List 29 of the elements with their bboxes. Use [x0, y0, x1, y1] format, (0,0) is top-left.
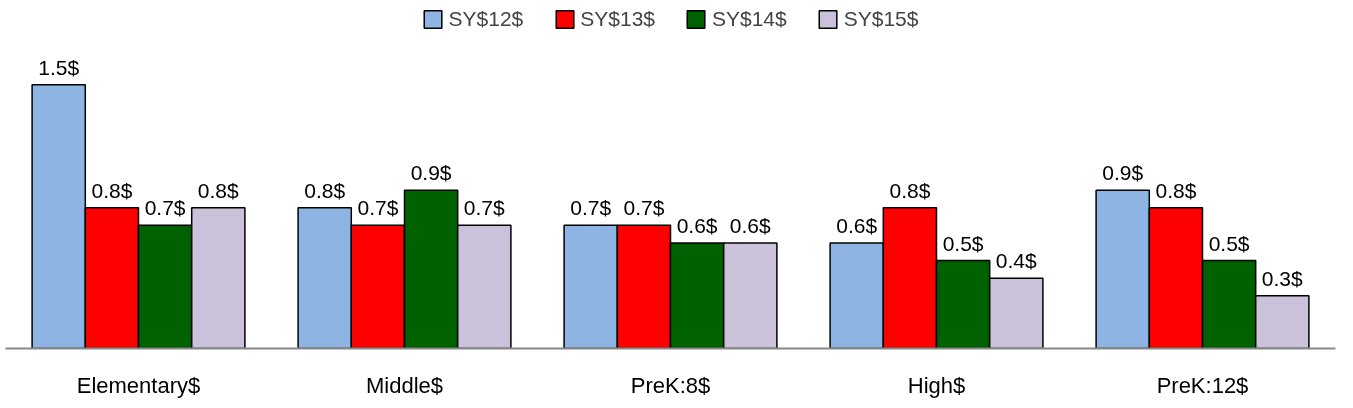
data-label: 0.7$: [463, 196, 506, 220]
legend-label: SY$15$: [843, 7, 919, 31]
legend-label: SY$14$: [712, 7, 787, 31]
data-label: 0.7$: [623, 196, 665, 220]
data-label: 0.8$: [91, 178, 133, 202]
data-label: 0.5$: [1208, 231, 1250, 255]
data-label: 0.9$: [1102, 161, 1144, 185]
x-tick-label: Elementary$: [76, 372, 201, 398]
x-tick-label: High$: [907, 372, 966, 398]
data-label: 0.9$: [410, 161, 452, 185]
x-tick-label: PreK:12$: [1156, 372, 1249, 398]
legend-label: SY$13$: [580, 7, 655, 31]
data-label: 0.8$: [1155, 178, 1197, 202]
data-label: 0.8$: [197, 178, 240, 202]
data-label: 0.7$: [357, 196, 399, 220]
data-label: 0.7$: [570, 196, 612, 220]
data-label: 0.4$: [995, 249, 1038, 273]
x-tick-label: Middle$: [365, 372, 444, 398]
data-label: 0.8$: [889, 178, 931, 202]
data-label: 0.6$: [729, 213, 772, 237]
data-label: 0.5$: [942, 231, 984, 255]
data-label: 0.6$: [676, 213, 718, 237]
data-label: 0.6$: [836, 213, 878, 237]
data-label: 0.3$: [1261, 266, 1304, 290]
data-label: 0.8$: [304, 178, 346, 202]
data-label: 1.5$: [38, 55, 80, 79]
data-label: 0.7$: [144, 196, 186, 220]
x-tick-label: PreK:8$: [630, 372, 711, 398]
legend-label: SY$12$: [448, 7, 524, 31]
